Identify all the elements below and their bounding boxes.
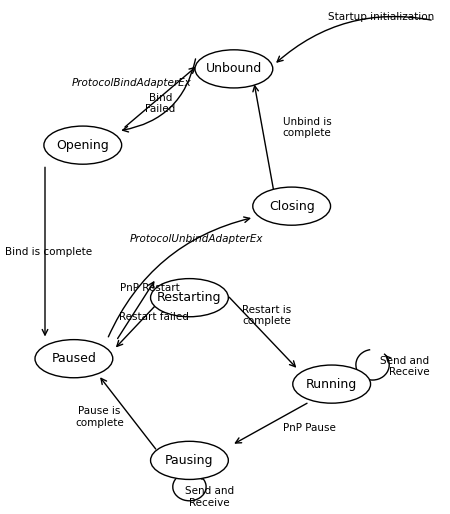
Text: Restart is
complete: Restart is complete [242, 305, 291, 326]
Text: ProtocolUnbindAdapterEx: ProtocolUnbindAdapterEx [130, 234, 263, 244]
Text: Send and
Receive: Send and Receive [185, 486, 234, 508]
Text: PnP Restart: PnP Restart [120, 283, 180, 292]
Text: Running: Running [306, 378, 357, 391]
Text: Bind
Failed: Bind Failed [145, 93, 176, 114]
Ellipse shape [253, 187, 331, 225]
Text: Bind is complete: Bind is complete [5, 247, 92, 257]
Ellipse shape [151, 279, 228, 317]
Ellipse shape [44, 126, 122, 164]
Text: Opening: Opening [56, 139, 109, 152]
Ellipse shape [293, 365, 370, 403]
Ellipse shape [195, 50, 273, 88]
Text: Pause is
complete: Pause is complete [75, 407, 124, 428]
Text: Unbound: Unbound [206, 62, 262, 76]
Text: ProtocolBindAdapterEx: ProtocolBindAdapterEx [72, 78, 191, 88]
Text: Send and
Receive: Send and Receive [380, 356, 429, 377]
Text: Restarting: Restarting [157, 291, 222, 304]
Text: Unbind is
complete: Unbind is complete [283, 117, 332, 138]
Text: Closing: Closing [269, 199, 315, 213]
Text: Paused: Paused [51, 352, 96, 365]
Text: Pausing: Pausing [165, 454, 214, 467]
Text: Restart failed: Restart failed [119, 312, 189, 322]
Text: Startup initialization: Startup initialization [328, 12, 434, 22]
Ellipse shape [151, 442, 228, 480]
Text: PnP Pause: PnP Pause [283, 424, 336, 433]
Ellipse shape [35, 340, 113, 378]
